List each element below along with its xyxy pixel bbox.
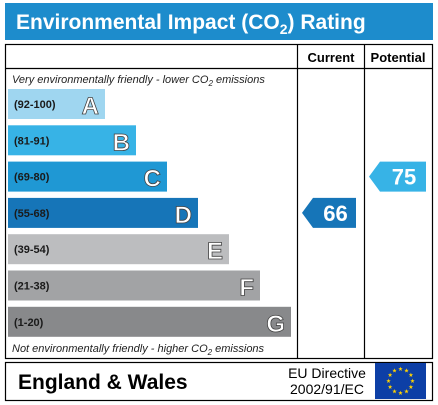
band-e-bar xyxy=(8,234,229,265)
footer-directive-line1: EU Directive xyxy=(288,365,366,381)
column-header-potential: Potential xyxy=(371,50,426,65)
band-a-range: (92-100) xyxy=(14,99,56,111)
footer-frame xyxy=(4,361,434,402)
eu-star-icon xyxy=(398,390,403,395)
band-d-bar xyxy=(8,197,198,228)
eu-star-icon xyxy=(404,388,409,394)
current-rating-arrow xyxy=(302,197,356,228)
rating-bands: (92-100) A (81-91) B (69-80) C (55-68) D (39-54)… xyxy=(8,89,291,338)
band-d-range: (55-68) xyxy=(14,208,50,220)
eu-star-icon xyxy=(386,378,391,383)
header-bar xyxy=(5,3,433,40)
potential-rating-arrow xyxy=(369,161,426,192)
eu-star-icon xyxy=(387,384,393,389)
eu-star-icon xyxy=(410,378,415,383)
current-rating-value: 66 xyxy=(323,201,347,226)
eu-star-icon xyxy=(408,372,414,377)
band-d-letter: D xyxy=(175,202,192,229)
main-frame xyxy=(4,43,434,360)
band-g-bar xyxy=(8,306,291,337)
rating-indicators: 66 75 xyxy=(302,161,426,228)
eu-star-icon xyxy=(387,372,393,377)
bottom-note: Not environmentally friendly - higher CO… xyxy=(12,343,265,357)
band-f-range: (21-38) xyxy=(14,281,50,293)
band-g-letter: G xyxy=(266,311,285,338)
band-b-range: (81-91) xyxy=(14,135,50,147)
band-e-letter: E xyxy=(207,238,223,265)
eu-star-icon xyxy=(392,368,397,373)
eu-star-icon xyxy=(392,388,397,394)
eu-star-icon xyxy=(408,384,414,389)
footer-region: England & Wales xyxy=(18,371,188,394)
band-b-bar xyxy=(8,125,136,156)
potential-rating-value: 75 xyxy=(392,165,416,190)
band-c-range: (69-80) xyxy=(14,172,50,184)
chart-title: Environmental Impact (CO2) Rating xyxy=(16,11,366,37)
band-a-letter: A xyxy=(82,93,99,120)
column-header-current: Current xyxy=(308,50,356,65)
footer-directive-line2: 2002/91/EC xyxy=(290,381,364,397)
eu-star-icon xyxy=(404,368,409,373)
eu-star-icon xyxy=(398,366,403,371)
band-a-bar xyxy=(8,89,105,119)
band-c-letter: C xyxy=(144,166,161,193)
band-g-range: (1-20) xyxy=(14,317,44,329)
eu-flag-stars xyxy=(386,366,415,395)
band-f-letter: F xyxy=(239,275,254,302)
band-c-bar xyxy=(8,161,167,192)
band-e-range: (39-54) xyxy=(14,244,50,256)
band-f-bar xyxy=(8,270,260,301)
top-note: Very environmentally friendly - lower CO… xyxy=(12,74,265,88)
band-b-letter: B xyxy=(113,129,130,156)
